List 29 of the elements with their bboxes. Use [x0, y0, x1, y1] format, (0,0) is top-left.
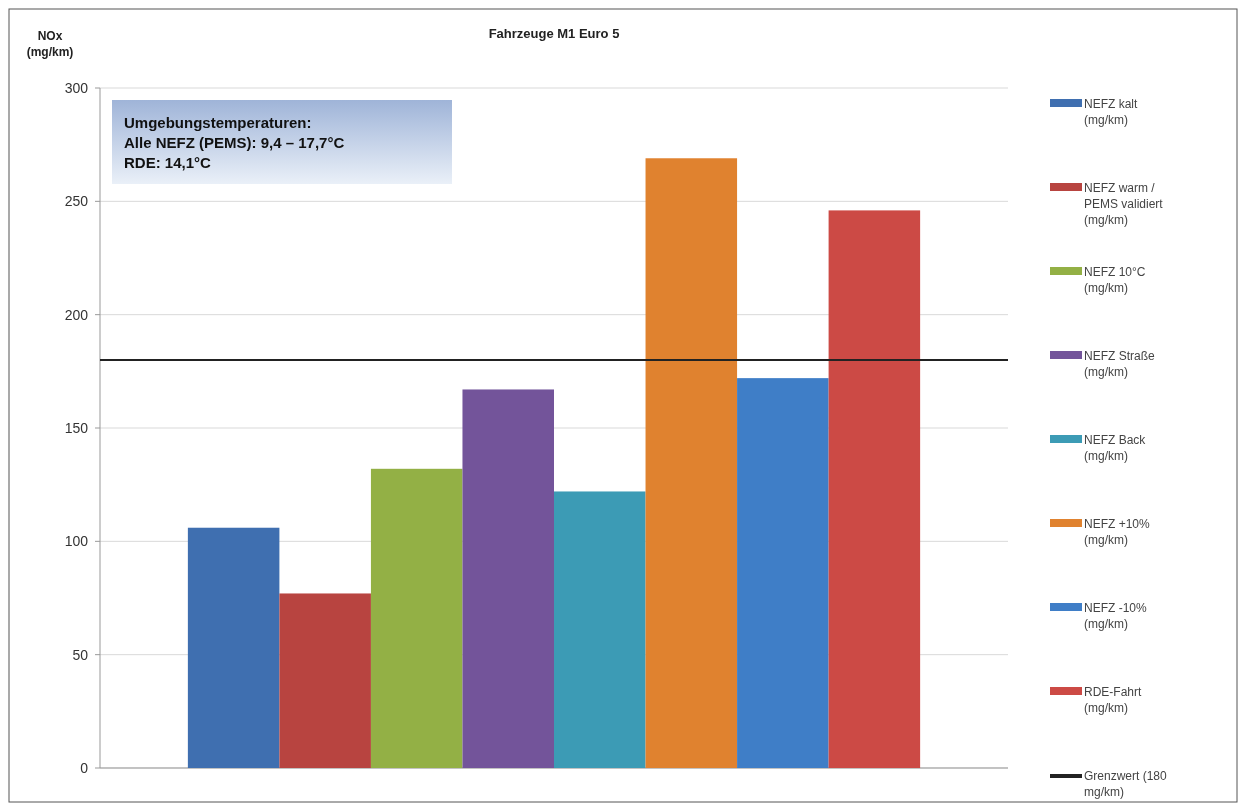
annotation: Umgebungstemperaturen: [124, 114, 312, 131]
legend-label: NEFZ warm / PEMS validiert (mg/km) [1084, 181, 1164, 227]
bar [737, 378, 829, 768]
legend-label: NEFZ Back (mg/km) [1084, 433, 1147, 463]
legend-label: NEFZ 10°C (mg/km) [1084, 265, 1146, 295]
legend-label: NEFZ +10% (mg/km) [1084, 517, 1151, 547]
bar [645, 158, 738, 768]
y-tick-label: 100 [64, 533, 89, 550]
bar [279, 593, 371, 768]
legend-label: NEFZ Straße (mg/km) [1084, 349, 1155, 379]
y-tick-label: 200 [64, 306, 89, 323]
y-tick-label: 150 [64, 420, 89, 436]
legend-label: NEFZ kalt (mg/km) [1084, 97, 1138, 127]
y-tick-label: 0 [80, 760, 89, 776]
bar [554, 491, 646, 768]
annotation: Alle NEFZ (PEMS): 9,4 – 17,7°C [124, 134, 345, 151]
bar [370, 468, 463, 768]
chart-title: Fahrzeuge M1 Euro 5 [488, 26, 620, 41]
bar [187, 527, 280, 768]
y-axis-title: NOx (mg/km) [26, 29, 74, 59]
legend-label: NEFZ -10% (mg/km) [1084, 601, 1148, 631]
y-tick-label: 250 [64, 193, 89, 210]
y-tick-label: 300 [64, 80, 89, 96]
legend-label: RDE-Fahrt (mg/km) [1084, 685, 1143, 715]
annotation: RDE: 14,1°C [124, 154, 212, 171]
legend-label: Grenzwert (180 mg/km) [1084, 769, 1168, 799]
y-tick-label: 50 [72, 646, 89, 663]
bar [828, 210, 921, 768]
bar [462, 389, 554, 768]
